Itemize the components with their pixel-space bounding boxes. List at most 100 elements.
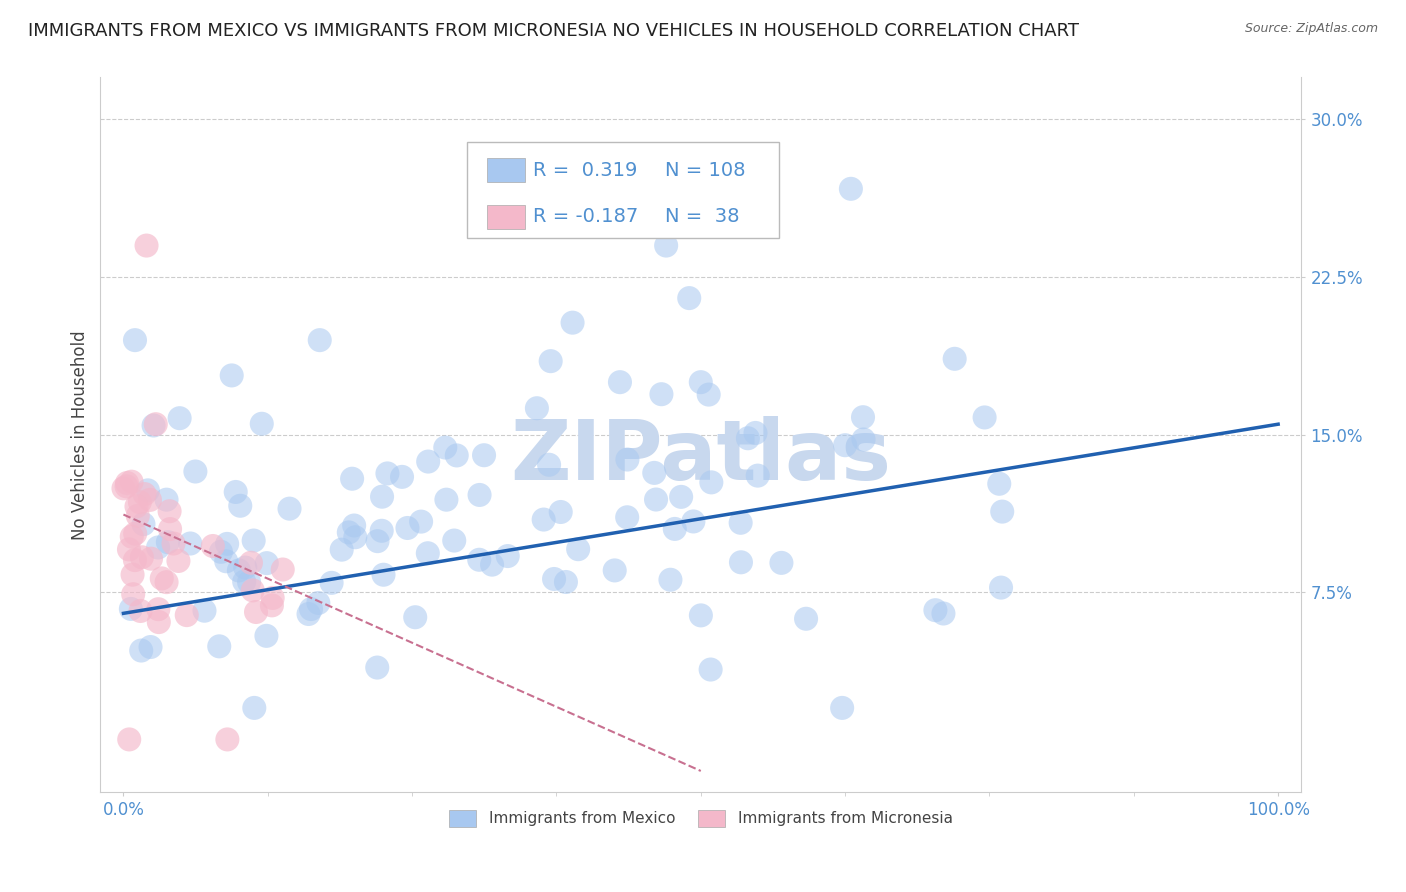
Point xyxy=(124,526,146,541)
Point xyxy=(121,475,143,489)
Point xyxy=(156,535,179,549)
Point xyxy=(744,425,766,440)
Point xyxy=(217,732,239,747)
Point xyxy=(988,476,1011,491)
Point xyxy=(221,368,243,383)
Point xyxy=(561,316,583,330)
Point xyxy=(567,542,589,557)
Point xyxy=(155,575,177,590)
Point xyxy=(129,643,152,657)
Point xyxy=(446,449,468,463)
Point xyxy=(145,417,167,432)
Point xyxy=(201,539,224,553)
Point xyxy=(128,495,150,509)
Point xyxy=(730,516,752,530)
Point xyxy=(924,603,946,617)
Point xyxy=(700,475,723,490)
Point xyxy=(118,732,141,747)
Point xyxy=(330,542,353,557)
Point xyxy=(245,605,267,619)
Point xyxy=(434,492,457,507)
Point xyxy=(543,572,565,586)
Point xyxy=(659,573,682,587)
Point xyxy=(122,587,145,601)
Point xyxy=(118,542,141,557)
Point xyxy=(391,470,413,484)
Point xyxy=(321,575,343,590)
Point xyxy=(120,602,142,616)
Point xyxy=(242,583,264,598)
Point xyxy=(146,541,169,555)
Point xyxy=(416,546,439,560)
Point xyxy=(121,530,143,544)
Point xyxy=(148,615,170,629)
Point xyxy=(169,411,191,425)
Point xyxy=(609,375,631,389)
Point xyxy=(150,571,173,585)
Point xyxy=(148,602,170,616)
Legend: Immigrants from Mexico, Immigrants from Micronesia: Immigrants from Mexico, Immigrants from … xyxy=(441,803,960,834)
Point xyxy=(124,553,146,567)
Point xyxy=(228,564,250,578)
Point xyxy=(434,441,457,455)
Point xyxy=(344,530,367,544)
Point xyxy=(233,560,256,574)
Point xyxy=(367,534,389,549)
Point xyxy=(682,515,704,529)
Point xyxy=(121,567,143,582)
Point xyxy=(377,467,399,481)
Point xyxy=(991,505,1014,519)
Point xyxy=(650,387,672,401)
Point xyxy=(217,537,239,551)
Point xyxy=(125,500,148,514)
Point xyxy=(834,438,856,452)
Point xyxy=(256,556,278,570)
Point xyxy=(443,533,465,548)
Point xyxy=(533,512,555,526)
Point xyxy=(396,521,419,535)
Point xyxy=(243,701,266,715)
Point xyxy=(134,487,156,501)
Point xyxy=(343,518,366,533)
Point xyxy=(225,485,247,500)
Point xyxy=(468,488,491,502)
Point xyxy=(308,333,330,347)
Point xyxy=(943,351,966,366)
Text: R =  0.319: R = 0.319 xyxy=(533,161,637,180)
Point xyxy=(990,581,1012,595)
Point xyxy=(112,481,135,495)
Point xyxy=(179,536,201,550)
Point xyxy=(496,549,519,563)
Point xyxy=(770,556,793,570)
Point xyxy=(370,524,392,538)
Point xyxy=(737,431,759,445)
Point xyxy=(307,596,329,610)
Point xyxy=(550,505,572,519)
Point xyxy=(238,575,260,590)
Point xyxy=(730,555,752,569)
Point xyxy=(371,490,394,504)
Point xyxy=(159,522,181,536)
Point xyxy=(209,545,232,559)
Point xyxy=(555,574,578,589)
Point xyxy=(699,663,721,677)
Point xyxy=(139,551,162,566)
Point xyxy=(139,492,162,507)
Text: N =  38: N = 38 xyxy=(665,207,740,227)
Point xyxy=(616,452,638,467)
Point xyxy=(472,448,495,462)
Point xyxy=(262,591,284,605)
Point xyxy=(167,554,190,568)
Point xyxy=(973,410,995,425)
Text: IMMIGRANTS FROM MEXICO VS IMMIGRANTS FROM MICRONESIA NO VEHICLES IN HOUSEHOLD CO: IMMIGRANTS FROM MEXICO VS IMMIGRANTS FRO… xyxy=(28,22,1080,40)
Point xyxy=(526,401,548,416)
Y-axis label: No Vehicles in Household: No Vehicles in Household xyxy=(72,330,89,540)
Point xyxy=(404,610,426,624)
FancyBboxPatch shape xyxy=(486,158,526,183)
Point xyxy=(139,640,162,654)
Point xyxy=(616,510,638,524)
Point xyxy=(481,558,503,572)
Point xyxy=(233,574,256,589)
Point xyxy=(852,410,875,425)
Point xyxy=(254,629,277,643)
